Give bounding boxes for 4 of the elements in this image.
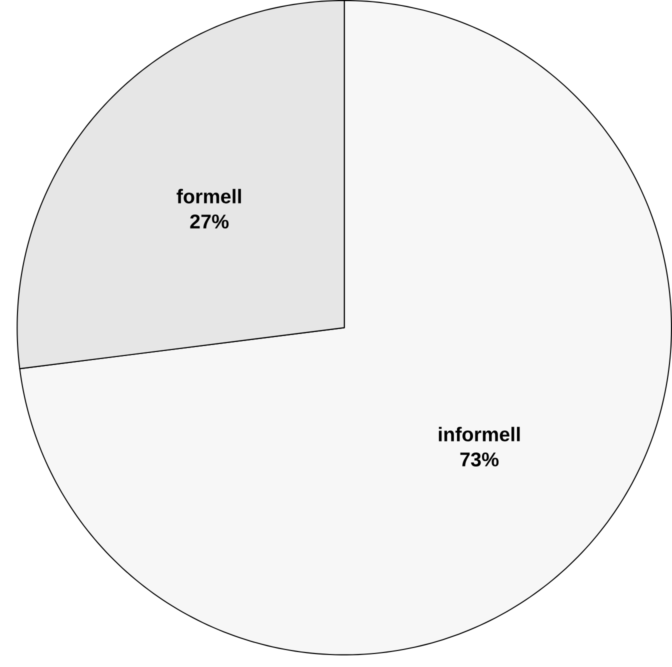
slice-label: formell (176, 189, 241, 204)
data-label: 73% (460, 452, 499, 467)
data-label: 27% (190, 214, 229, 229)
slice-label: informell (438, 427, 520, 442)
